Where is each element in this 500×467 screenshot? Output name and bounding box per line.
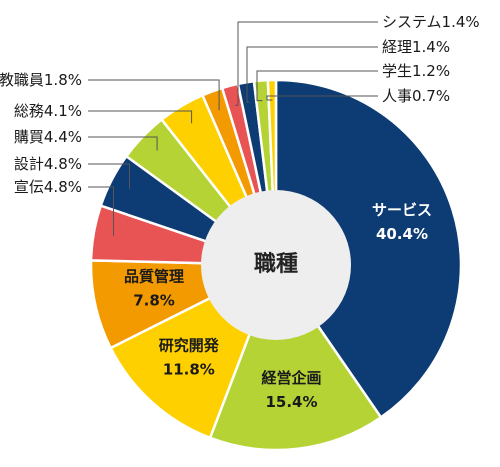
leader-line-5 [88,163,130,190]
slice-value-3: 7.8% [133,291,175,309]
leader-line-8 [88,79,220,111]
leader-line-6 [88,136,158,151]
center-label: 職種 [254,251,298,277]
slice-label-0: サービス [372,201,432,219]
leader-line-10 [246,46,378,103]
leader-lines-group [88,21,378,237]
leader-line-12 [266,95,378,101]
slice-label-12: 人事0.7% [382,87,450,105]
slice-value-0: 40.4% [376,225,428,243]
slice-label-4: 宣伝4.8% [14,178,82,196]
pie-slice-1 [208,262,383,452]
leader-line-4 [88,186,114,237]
labels-group: サービス 40.4% 経営企画 15.4% 研究開発 11.8% 品質管理 7.8% 宣伝4.8… [0,13,480,411]
slice-value-2: 11.8% [163,360,215,378]
slice-label-10: 経理1.4% [382,38,450,56]
leader-line-11 [256,70,378,102]
slice-label-7: 総務4.1% [14,102,82,120]
donut-hole [201,190,351,340]
slice-label-2: 研究開発 [159,336,220,354]
slice-label-3: 品質管理 [124,267,184,285]
leader-line-9 [235,21,378,106]
slice-label-9: システム1.4% [382,13,480,31]
slice-label-6: 購買4.4% [14,128,82,146]
slice-label-11: 学生1.2% [382,62,450,80]
slice-label-8: 教職員1.8% [0,71,82,89]
pie-slice-0 [274,78,463,420]
leader-line-7 [88,110,193,124]
slice-value-1: 15.4% [265,393,317,411]
slice-label-1: 経営企画 [261,369,321,387]
slice-label-5: 設計4.8% [14,155,82,173]
